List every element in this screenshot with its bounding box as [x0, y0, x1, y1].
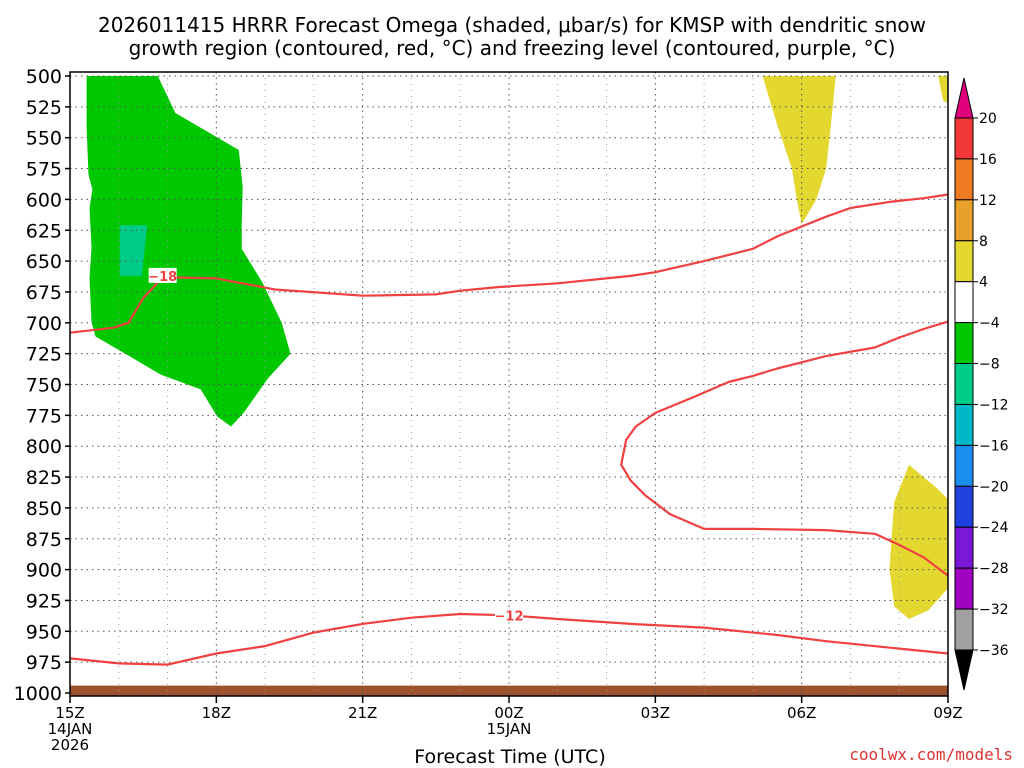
x-tick-label-3-0: 00Z [494, 704, 523, 722]
y-tick-label-900: 900 [26, 560, 62, 582]
colorbar-bin-8 [954, 404, 974, 446]
x-tick-label-6-0: 09Z [933, 704, 962, 722]
omega-minus4-to-minus8-secondary [141, 167, 195, 358]
colorbar-bin-11 [954, 526, 974, 569]
x-tick-label-3-1: 15JAN [487, 720, 532, 738]
y-tick-label-975: 975 [26, 652, 62, 674]
ground-layer [70, 685, 948, 696]
y-tick-label-750: 750 [26, 375, 62, 397]
dgz-contour-label-0: −18 [148, 270, 177, 285]
y-tick-label-825: 825 [26, 467, 62, 489]
colorbar-bin-6 [954, 322, 974, 365]
colorbar-label-13: −36 [979, 643, 1009, 659]
colorbar-label-2: 12 [979, 193, 997, 209]
colorbar-label-3: 8 [979, 234, 988, 250]
watermark: coolwx.com/models [849, 745, 1013, 764]
colorbar-bin-2 [954, 158, 974, 201]
dgz-contours: −18 −12 [69, 193, 949, 666]
y-tick-label-850: 850 [26, 498, 62, 520]
omega-4-to-8-lower [889, 464, 948, 619]
colorbar-bin-13 [954, 608, 974, 651]
x-tick-label-5-0: 06Z [787, 704, 816, 722]
y-tick-label-575: 575 [26, 159, 62, 181]
y-tick-label-675: 675 [26, 282, 62, 304]
dgz-contour-label-bg-0 [148, 267, 177, 283]
colorbar-label-6: −8 [979, 357, 1000, 373]
colorbar-bin-7 [954, 363, 974, 405]
colorbar-label-5: −4 [979, 316, 1000, 332]
colorbar-bin-5 [954, 281, 974, 324]
y-tick-label-775: 775 [26, 405, 62, 427]
x-tick-label-0-2: 2026 [51, 736, 89, 754]
y-tick-label-525: 525 [26, 97, 62, 119]
colorbar-bin-9 [954, 444, 974, 487]
y-tick-label-600: 600 [26, 189, 62, 211]
x-tick-label-4-0: 03Z [641, 704, 670, 722]
y-tick-label-700: 700 [26, 313, 62, 335]
y-axis: 500 525 550 575 600 625 650 675 700 725 750 775 800 8… [14, 66, 70, 705]
gridlines [70, 72, 948, 696]
dgz-contour-label-bg-2 [495, 607, 523, 623]
omega-4-to-8-corner [938, 76, 948, 104]
colorbar-bin-4 [954, 240, 974, 283]
chart-title-line2: growth region (contoured, red, °C) and f… [129, 36, 896, 60]
colorbar-label-8: −16 [979, 438, 1009, 454]
colorbar-bin-1 [954, 117, 974, 160]
colorbar-label-7: −12 [979, 397, 1009, 413]
y-tick-label-1000: 1000 [14, 683, 62, 705]
y-tick-label-550: 550 [26, 128, 62, 150]
colorbar-label-4: 4 [979, 275, 988, 291]
dgz-contour-line-1 [620, 320, 949, 577]
x-tick-label-2-0: 21Z [348, 704, 377, 722]
omega-shaded-regions [86, 76, 948, 619]
colorbar-bin-10 [954, 485, 974, 528]
y-tick-label-725: 725 [26, 344, 62, 366]
colorbar-label-10: −24 [979, 520, 1009, 536]
dgz-contour-line-0 [69, 193, 949, 334]
colorbar-bin-3 [954, 199, 974, 242]
y-tick-label-950: 950 [26, 621, 62, 643]
colorbar-label-0: 20 [979, 111, 997, 127]
colorbar-label-1: 16 [979, 152, 997, 168]
colorbar-bin-top-triangle [954, 77, 974, 119]
dgz-contour-line-2 [69, 612, 949, 666]
y-tick-label-925: 925 [26, 590, 62, 612]
dgz-contour-label-2: −12 [495, 609, 524, 624]
omega-4-to-8-upper [762, 76, 836, 225]
colorbar-label-9: −20 [979, 479, 1009, 495]
colorbar-bin-12 [954, 567, 974, 610]
colorbar: 20 16 12 8 4 −4 −8 −12 −16 −20 −24 −28 −32 −36 [954, 77, 1009, 691]
y-tick-label-650: 650 [26, 251, 62, 273]
y-tick-label-875: 875 [26, 529, 62, 551]
y-tick-label-625: 625 [26, 220, 62, 242]
chart-title-line1: 2026011415 HRRR Forecast Omega (shaded, … [98, 13, 926, 37]
colorbar-label-11: −28 [979, 561, 1009, 577]
colorbar-bin-bottom-triangle [954, 649, 974, 691]
x-axis-label: Forecast Time (UTC) [414, 746, 605, 768]
colorbar-label-12: −32 [979, 602, 1009, 618]
x-tick-label-1-0: 18Z [202, 704, 231, 722]
x-tick-label-0-0: 15Z [55, 704, 84, 722]
ground-fill [70, 685, 948, 696]
x-tick-label-0-1: 14JAN [48, 720, 93, 738]
y-tick-label-800: 800 [26, 436, 62, 458]
y-tick-label-500: 500 [26, 66, 62, 88]
